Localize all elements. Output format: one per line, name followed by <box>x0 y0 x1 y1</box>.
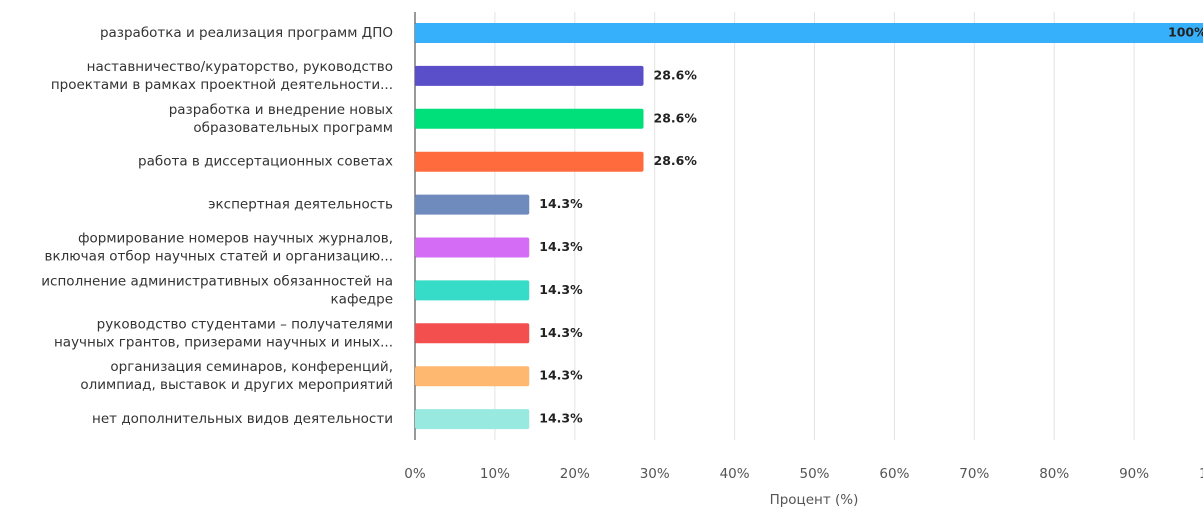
bar <box>415 409 530 430</box>
value-label: 28.6% <box>654 110 698 125</box>
x-tick-label: 10... <box>1199 466 1203 482</box>
bar <box>415 194 530 215</box>
y-tick-label: экспертная деятельность <box>208 197 393 213</box>
x-tick-label: 0% <box>404 466 426 482</box>
x-axis-title: Процент (%) <box>770 492 859 508</box>
y-tick-label: формирование номеров научных журналов, <box>78 231 393 247</box>
y-tick-label: кафедре <box>331 291 393 307</box>
y-tick-label: работа в диссертационных советах <box>138 154 393 170</box>
value-label: 100% <box>1168 25 1203 40</box>
y-tick-label: исполнение административных обязанностей… <box>41 273 393 289</box>
x-tick-label: 20% <box>560 466 590 482</box>
x-tick-label: 50% <box>799 466 829 482</box>
x-tick-label: 40% <box>720 466 750 482</box>
bar <box>415 23 1203 43</box>
y-tick-label: научных грантов, призерами научных и ины… <box>54 334 393 350</box>
value-label: 14.3% <box>539 239 583 254</box>
y-tick-label: организация семинаров, конференций, <box>110 359 393 375</box>
y-tick-label: проектами в рамках проектной деятельност… <box>51 77 393 93</box>
bar <box>415 366 530 387</box>
y-tick-label: олимпиад, выставок и других мероприятий <box>80 377 393 393</box>
x-tick-label: 90% <box>1119 466 1149 482</box>
bar <box>415 151 644 172</box>
y-tick-label: разработка и внедрение новых <box>169 102 393 118</box>
bar <box>415 323 530 344</box>
y-tick-label: образовательных программ <box>193 120 393 136</box>
x-tick-label: 60% <box>879 466 909 482</box>
value-label: 14.3% <box>539 368 583 383</box>
y-tick-label: руководство студентами – получателями <box>97 316 393 332</box>
value-label: 14.3% <box>539 196 583 211</box>
bar <box>415 237 530 258</box>
x-tick-label: 30% <box>640 466 670 482</box>
bar <box>415 280 530 301</box>
y-tick-label: нет дополнительных видов деятельности <box>92 411 393 427</box>
x-tick-label: 80% <box>1039 466 1069 482</box>
x-tick-label: 70% <box>959 466 989 482</box>
y-tick-label: включая отбор научных статей и организац… <box>45 249 393 265</box>
value-label: 28.6% <box>654 67 698 82</box>
y-tick-label: наставничество/кураторство, руководство <box>87 59 393 75</box>
x-tick-label: 10% <box>480 466 510 482</box>
y-tick-label: разработка и реализация программ ДПО <box>100 25 393 41</box>
value-label: 28.6% <box>654 153 698 168</box>
value-label: 14.3% <box>539 325 583 340</box>
value-label: 14.3% <box>539 411 583 426</box>
value-label: 14.3% <box>539 282 583 297</box>
bar <box>415 108 644 129</box>
bar <box>415 65 644 86</box>
